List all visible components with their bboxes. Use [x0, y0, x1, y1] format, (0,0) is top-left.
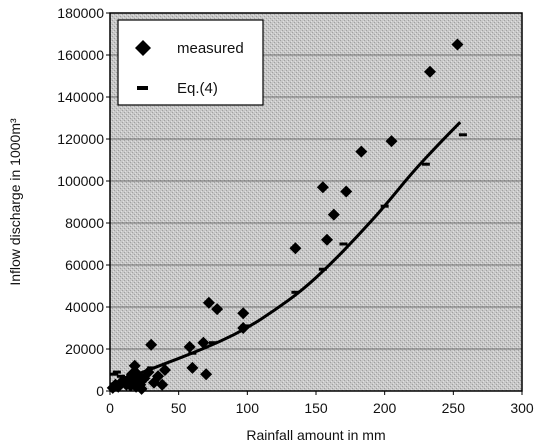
eq4-point — [243, 324, 252, 328]
eq4-point — [116, 374, 125, 378]
eq4-point — [112, 370, 121, 374]
measured-point — [211, 303, 224, 316]
y-tick-label: 80000 — [65, 215, 104, 231]
x-axis-label: Rainfall amount in mm — [246, 427, 385, 443]
axis-ticks: 0 20000 40000 60000 80000 100000 120000 140000 1… — [57, 5, 534, 416]
measured-point — [289, 242, 302, 255]
legend: measured Eq.(4) — [117, 19, 264, 106]
legend-diamond-icon — [135, 40, 151, 56]
measured-point — [145, 338, 158, 351]
measured-point — [237, 307, 250, 320]
x-tick-label: 150 — [304, 400, 328, 416]
measured-point — [423, 65, 436, 78]
legend-label: Eq.(4) — [177, 80, 218, 97]
eq4-point — [291, 290, 300, 294]
measured-point — [186, 361, 199, 374]
eq4-point — [380, 204, 389, 208]
eq4-point — [318, 267, 327, 271]
y-tick-label: 100000 — [57, 173, 104, 189]
eq4-point — [421, 162, 430, 166]
x-tick-label: 250 — [442, 400, 466, 416]
y-tick-label: 160000 — [57, 47, 104, 63]
y-tick-label: 40000 — [65, 299, 104, 315]
legend-dash-icon — [137, 86, 148, 90]
measured-point — [197, 336, 210, 349]
measured-point — [158, 364, 171, 376]
x-tick-label: 100 — [236, 400, 260, 416]
eq4-point — [126, 373, 135, 377]
x-tick-label: 50 — [171, 400, 187, 416]
measured-point — [202, 296, 215, 309]
legend-box — [117, 19, 264, 106]
y-tick-label: 60000 — [65, 257, 104, 273]
measured-point — [200, 368, 213, 381]
measured-point — [320, 233, 333, 246]
measured-point — [183, 340, 196, 353]
y-tick-label: 140000 — [57, 89, 104, 105]
measured-point — [451, 38, 464, 51]
eq4-point — [209, 341, 217, 345]
eq4-point — [110, 372, 119, 376]
x-tick-label: 0 — [106, 400, 114, 416]
x-tick-label: 300 — [510, 400, 534, 416]
legend-label: measured — [177, 40, 244, 57]
data-marks — [106, 38, 467, 395]
measured-point — [152, 370, 165, 383]
y-tick-label: 120000 — [57, 131, 104, 147]
measured-point — [327, 208, 340, 221]
measured-point — [355, 145, 368, 158]
measured-point — [316, 181, 329, 194]
measured-point — [156, 378, 169, 391]
eq4-point — [458, 133, 467, 137]
x-tick-label: 200 — [373, 400, 397, 416]
eq4-point — [188, 351, 197, 355]
y-axis-label: Inflow discharge in 1000m³ — [7, 118, 23, 286]
eq4-point — [147, 366, 156, 370]
y-tick-label: 20000 — [65, 341, 104, 357]
measured-point — [340, 185, 353, 198]
y-tick-label: 180000 — [57, 5, 104, 21]
measured-point — [135, 382, 148, 395]
eq4-point — [339, 242, 348, 246]
y-tick-label: 0 — [96, 383, 104, 399]
measured-point — [385, 135, 398, 148]
